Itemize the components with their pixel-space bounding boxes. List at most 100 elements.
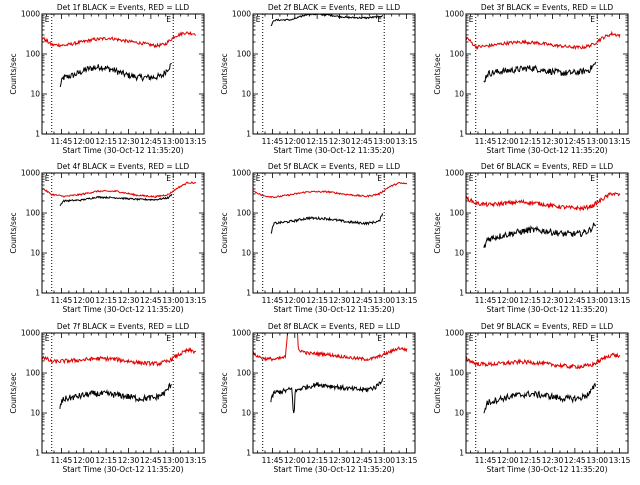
y-tick-label: 1 bbox=[246, 130, 251, 139]
x-tick-label: 12:15 bbox=[95, 456, 117, 465]
y-tick-label: 1 bbox=[459, 449, 464, 458]
series-group bbox=[466, 192, 621, 248]
x-tick-label: 12:00 bbox=[73, 456, 95, 465]
plot-frame bbox=[465, 172, 629, 294]
chart-panel-6: Det 6f BLACK = Events, RED = LLD E E 1 10 100… bbox=[433, 162, 631, 314]
x-tick-label: 12:15 bbox=[306, 456, 328, 465]
chart-title: Det 5f BLACK = Events, RED = LLD bbox=[268, 162, 401, 171]
y-tick-label: 100 bbox=[450, 209, 465, 218]
x-tick-label: 12:00 bbox=[284, 137, 306, 146]
x-tick-label: 12:15 bbox=[519, 456, 541, 465]
x-tick-label: 12:30 bbox=[542, 456, 564, 465]
y-tick-label: 1000 bbox=[232, 169, 251, 178]
y-tick-label: 10 bbox=[454, 249, 464, 258]
plot-frame bbox=[41, 13, 205, 135]
x-tick-label: 12:30 bbox=[329, 296, 351, 305]
x-tick-label: 13:00 bbox=[162, 137, 184, 146]
series-line-lld bbox=[253, 181, 408, 199]
chart-title: Det 6f BLACK = Events, RED = LLD bbox=[481, 162, 614, 171]
y-tick-label: 10 bbox=[241, 90, 251, 99]
y-tick-label: 10 bbox=[454, 409, 464, 418]
y-tick-label: 1000 bbox=[445, 169, 464, 178]
x-tick-label: 12:00 bbox=[497, 137, 519, 146]
y-tick-label: 100 bbox=[237, 50, 252, 59]
x-tick-label: 13:00 bbox=[586, 137, 608, 146]
marker-label: E bbox=[256, 174, 261, 183]
x-tick-label: 13:00 bbox=[162, 296, 184, 305]
x-axis-label: Start Time (30-Oct-12 11:35:20) bbox=[273, 465, 394, 474]
series-line-lld bbox=[253, 333, 408, 362]
x-axis-label: Start Time (30-Oct-12 11:35:20) bbox=[62, 305, 183, 314]
x-tick-label: 12:00 bbox=[497, 456, 519, 465]
y-tick-label: 1 bbox=[35, 289, 40, 298]
x-tick-label: 12:00 bbox=[497, 296, 519, 305]
marker-label: E bbox=[256, 334, 261, 343]
x-axis-label: Start Time (30-Oct-12 11:35:20) bbox=[273, 305, 394, 314]
marker-label: E bbox=[45, 15, 50, 24]
y-tick-label: 1 bbox=[459, 289, 464, 298]
series-line-lld bbox=[466, 352, 621, 370]
series-group bbox=[42, 347, 197, 410]
y-tick-label: 100 bbox=[450, 50, 465, 59]
x-tick-label: 13:15 bbox=[609, 137, 631, 146]
plot-frame bbox=[41, 172, 205, 294]
series-group bbox=[253, 181, 408, 234]
chart-title: Det 4f BLACK = Events, RED = LLD bbox=[57, 162, 190, 171]
x-tick-label: 12:15 bbox=[95, 137, 117, 146]
x-tick-label: 11:45 bbox=[475, 456, 497, 465]
chart-panel-3: Det 3f BLACK = Events, RED = LLD E E 1 10 100… bbox=[433, 3, 631, 155]
x-tick-label: 11:45 bbox=[51, 137, 73, 146]
series-line-lld bbox=[42, 181, 197, 199]
chart-panel-1: Det 1f BLACK = Events, RED = LLD E E 1 10 100… bbox=[9, 3, 207, 155]
series-line-events bbox=[59, 62, 172, 88]
x-axis-label: Start Time (30-Oct-12 11:35:20) bbox=[486, 305, 607, 314]
marker-label: E bbox=[166, 174, 171, 183]
y-tick-label: 1 bbox=[246, 449, 251, 458]
y-axis-label: Counts/sec bbox=[9, 53, 18, 94]
marker-label: E bbox=[166, 15, 171, 24]
series-line-events bbox=[270, 378, 384, 414]
y-tick-label: 100 bbox=[237, 209, 252, 218]
x-tick-label: 12:30 bbox=[542, 137, 564, 146]
x-tick-label: 13:15 bbox=[609, 456, 631, 465]
x-tick-label: 12:00 bbox=[284, 296, 306, 305]
x-tick-label: 13:00 bbox=[162, 456, 184, 465]
y-tick-label: 100 bbox=[26, 369, 41, 378]
x-tick-label: 11:45 bbox=[262, 137, 284, 146]
y-axis-label: Counts/sec bbox=[220, 372, 229, 413]
x-tick-label: 12:30 bbox=[329, 456, 351, 465]
chart-title: Det 9f BLACK = Events, RED = LLD bbox=[481, 322, 614, 331]
plot-frame bbox=[465, 13, 629, 135]
series-group bbox=[253, 333, 408, 414]
x-tick-label: 11:45 bbox=[475, 296, 497, 305]
x-tick-label: 12:45 bbox=[564, 456, 586, 465]
x-tick-label: 11:45 bbox=[262, 456, 284, 465]
y-axis-label: Counts/sec bbox=[220, 212, 229, 253]
x-tick-label: 11:45 bbox=[262, 296, 284, 305]
series-group bbox=[42, 30, 197, 88]
marker-label: E bbox=[45, 174, 50, 183]
x-tick-label: 13:15 bbox=[185, 137, 207, 146]
y-tick-label: 10 bbox=[30, 249, 40, 258]
series-group bbox=[466, 352, 621, 414]
x-tick-label: 13:00 bbox=[373, 296, 395, 305]
marker-label: E bbox=[590, 174, 595, 183]
marker-label: E bbox=[469, 334, 474, 343]
x-tick-label: 11:45 bbox=[51, 456, 73, 465]
x-tick-label: 12:15 bbox=[306, 137, 328, 146]
marker-label: E bbox=[377, 334, 382, 343]
series-line-events bbox=[59, 382, 172, 410]
x-tick-label: 12:00 bbox=[284, 456, 306, 465]
x-tick-label: 12:45 bbox=[564, 296, 586, 305]
y-tick-label: 10 bbox=[241, 409, 251, 418]
x-tick-label: 13:00 bbox=[586, 456, 608, 465]
x-tick-label: 11:45 bbox=[475, 137, 497, 146]
x-axis-label: Start Time (30-Oct-12 11:35:20) bbox=[62, 146, 183, 155]
marker-label: E bbox=[377, 174, 382, 183]
marker-label: E bbox=[590, 334, 595, 343]
x-axis-label: Start Time (30-Oct-12 11:35:20) bbox=[486, 465, 607, 474]
y-tick-label: 100 bbox=[26, 50, 41, 59]
y-axis-label: Counts/sec bbox=[433, 212, 442, 253]
series-line-events bbox=[59, 193, 173, 206]
x-tick-label: 13:15 bbox=[396, 296, 418, 305]
